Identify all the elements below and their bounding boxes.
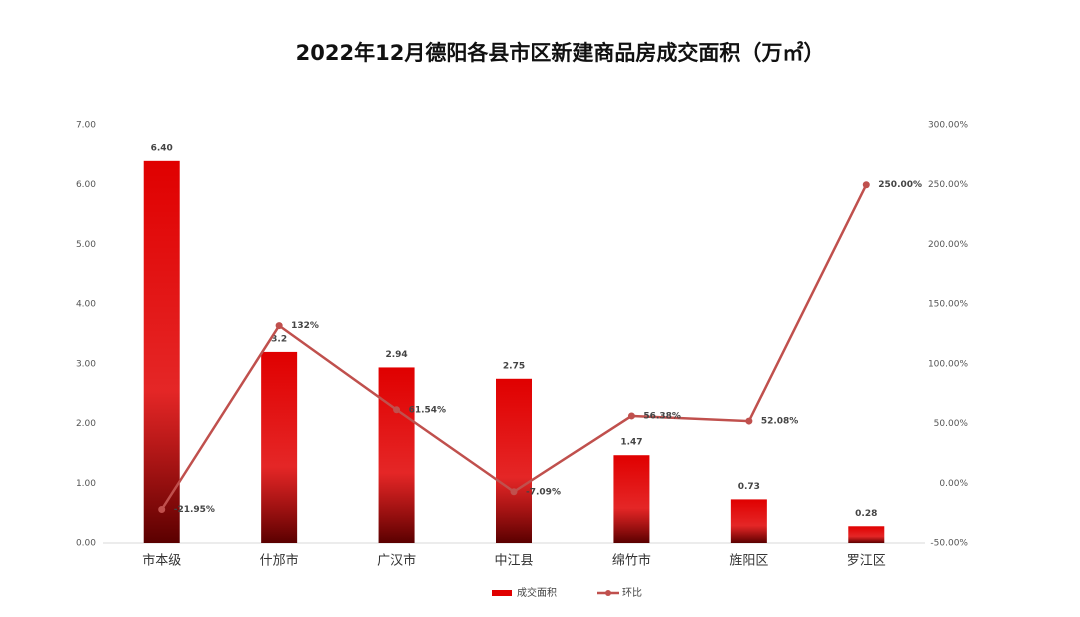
legend-label: 环比 (622, 587, 642, 599)
x-tick-label: 绵竹市 (612, 553, 651, 569)
legend-swatch (605, 590, 611, 596)
x-tick-label: 罗江区 (847, 554, 886, 569)
value-label: 61.54% (409, 405, 447, 415)
chart-title: 2022年12月德阳各县市区新建商品房成交面积（万㎡） (296, 41, 825, 65)
value-label: 52.08% (761, 417, 799, 427)
y-tick-label: 0.00 (76, 539, 96, 549)
value-label: 0.73 (738, 482, 760, 492)
y-tick-label: 2.00 (76, 419, 96, 429)
line-point (393, 406, 401, 414)
bar (496, 378, 532, 543)
value-label: 56.38% (643, 411, 681, 421)
x-tick-label: 广汉市 (377, 553, 416, 569)
bar (613, 455, 650, 543)
bar (730, 499, 767, 543)
y2-tick-label: 250.00% (928, 180, 968, 190)
value-label: 1.47 (620, 438, 642, 448)
value-label: 250.00% (878, 180, 922, 190)
value-label: 0.28 (855, 509, 877, 519)
y2-tick-label: -50.00% (930, 539, 968, 549)
y2-tick-label: 0.00% (939, 479, 968, 489)
y2-tick-label: 100.00% (928, 359, 968, 369)
line-point (510, 488, 518, 496)
value-label: -21.95% (174, 505, 215, 515)
y-tick-label: 1.00 (76, 479, 96, 489)
line-point (627, 412, 635, 420)
y-tick-label: 5.00 (76, 240, 96, 250)
line-point (158, 506, 166, 514)
bar (378, 367, 415, 543)
value-label: -7.09% (526, 487, 561, 497)
line-point (745, 417, 753, 425)
y-tick-label: 4.00 (76, 300, 96, 310)
legend-swatch (492, 590, 512, 596)
value-label: 2.75 (503, 361, 525, 371)
x-tick-label: 市本级 (142, 553, 181, 569)
y-tick-label: 6.00 (76, 180, 96, 190)
value-label: 6.40 (151, 143, 173, 153)
y-tick-label: 7.00 (76, 121, 96, 131)
x-tick-label: 旌阳区 (729, 554, 768, 569)
y2-tick-label: 150.00% (928, 300, 968, 310)
y-tick-label: 3.00 (76, 359, 96, 369)
value-label: 2.94 (385, 350, 407, 360)
bar (848, 526, 885, 543)
y2-tick-label: 200.00% (928, 240, 968, 250)
y2-tick-label: 50.00% (934, 419, 969, 429)
y2-tick-label: 300.00% (928, 121, 968, 131)
value-label: 3.2 (271, 334, 287, 344)
line-point (275, 322, 283, 330)
bar (261, 351, 298, 543)
legend-label: 成交面积 (517, 586, 557, 599)
line-point (862, 181, 870, 189)
value-label: 132% (291, 321, 319, 331)
x-tick-label: 什邡市 (260, 553, 299, 569)
x-tick-label: 中江县 (494, 554, 533, 569)
bar (143, 160, 180, 544)
